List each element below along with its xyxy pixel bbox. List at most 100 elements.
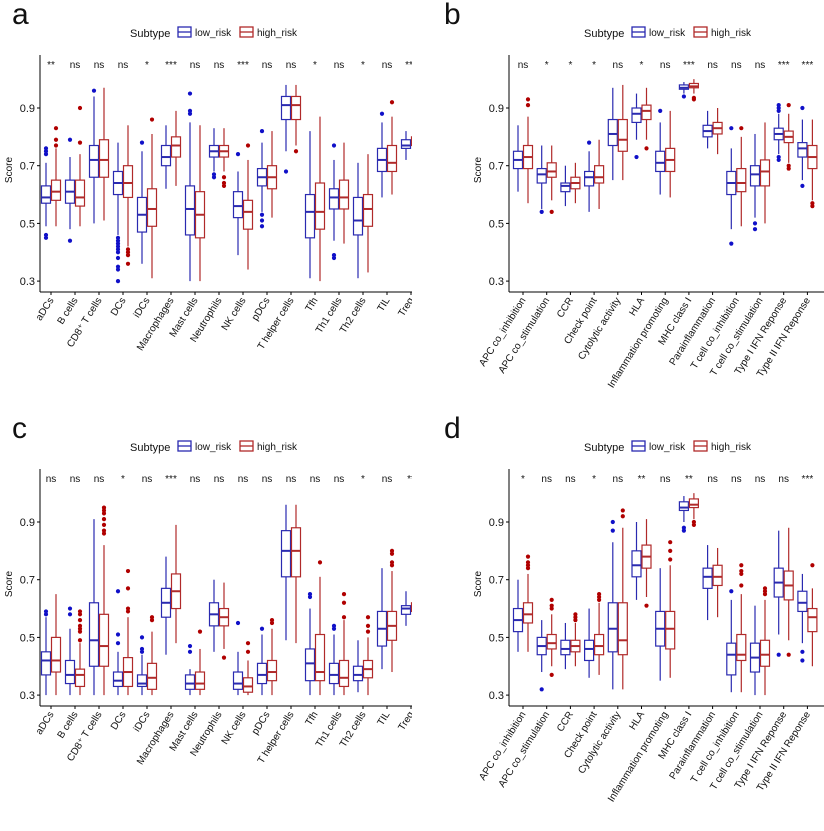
significance-label: ns bbox=[707, 474, 718, 485]
box-iqr bbox=[641, 104, 652, 121]
outlier-point bbox=[691, 519, 696, 525]
panel-label: a bbox=[12, 0, 29, 31]
outlier-point bbox=[77, 623, 83, 628]
outlier-point bbox=[681, 528, 686, 533]
box-low_risk bbox=[584, 608, 595, 678]
outlier-point bbox=[139, 140, 145, 145]
box-low_risk bbox=[749, 605, 761, 696]
outlier-point bbox=[43, 609, 49, 614]
box-low_risk bbox=[160, 125, 172, 189]
box-low_risk bbox=[208, 128, 220, 180]
outlier-point bbox=[597, 592, 602, 597]
y-axis-label: Score bbox=[4, 157, 15, 184]
box-iqr bbox=[712, 564, 723, 587]
outlier-point bbox=[43, 149, 49, 154]
boxplot-d: d Subtype low_risk high_risk 0.3 0.5 0.7 0.9 Sco… bbox=[444, 412, 824, 804]
outlier-point bbox=[259, 224, 265, 229]
box-low_risk bbox=[536, 145, 547, 214]
outlier-point bbox=[691, 97, 696, 102]
y-tick-label: 0.7 bbox=[20, 161, 35, 173]
outlier-point bbox=[101, 531, 107, 536]
box-low_risk bbox=[512, 579, 524, 652]
box-iqr bbox=[290, 95, 302, 121]
outlier-point bbox=[187, 91, 193, 96]
box-iqr bbox=[726, 642, 737, 676]
box-low_risk bbox=[584, 140, 595, 212]
x-tick-label: Treg bbox=[397, 296, 412, 319]
x-tick-label: B cells bbox=[56, 296, 81, 327]
y-tick-label: 0.9 bbox=[489, 517, 504, 529]
box-high_risk bbox=[594, 139, 605, 209]
box-low_risk bbox=[631, 522, 642, 600]
box-iqr bbox=[759, 639, 771, 667]
box-iqr bbox=[338, 179, 350, 210]
box-high_risk bbox=[362, 154, 374, 273]
outlier-point bbox=[776, 108, 781, 113]
box-iqr bbox=[314, 633, 326, 682]
outlier-point bbox=[101, 528, 107, 533]
box-iqr bbox=[607, 118, 618, 147]
significance-label: *** bbox=[165, 474, 177, 485]
legend-title: Subtype bbox=[130, 28, 170, 40]
outlier-point bbox=[77, 629, 83, 634]
y-tick-label: 0.5 bbox=[20, 632, 35, 644]
outlier-point bbox=[67, 606, 73, 611]
x-tick-label: NK cells bbox=[220, 710, 249, 747]
outlier-point bbox=[67, 238, 73, 243]
significance-label: * bbox=[545, 60, 549, 71]
significance-label: ** bbox=[685, 474, 693, 485]
legend-key-high_risk bbox=[239, 26, 254, 38]
outlier-point bbox=[786, 163, 791, 168]
x-tick-label: B cells bbox=[56, 710, 81, 741]
box-high_risk bbox=[290, 84, 302, 154]
outlier-point bbox=[729, 241, 734, 246]
outlier-point bbox=[668, 548, 673, 553]
outlier-point bbox=[187, 111, 193, 116]
box-low_risk bbox=[607, 87, 618, 181]
significance-label: ns bbox=[755, 60, 766, 71]
outlier-point bbox=[644, 603, 649, 608]
outlier-point bbox=[620, 514, 625, 519]
significance-label: ns bbox=[660, 60, 671, 71]
outlier-point bbox=[77, 140, 83, 145]
outlier-point bbox=[752, 221, 758, 226]
box-iqr bbox=[88, 144, 100, 178]
y-tick-label: 0.3 bbox=[20, 276, 35, 288]
y-tick-label: 0.5 bbox=[20, 218, 35, 230]
x-tick-label: aDCs bbox=[34, 710, 57, 737]
box-low_risk bbox=[136, 635, 148, 696]
significance-label: * bbox=[568, 60, 572, 71]
box-iqr bbox=[40, 185, 52, 204]
box-low_risk bbox=[376, 111, 388, 198]
box-iqr bbox=[280, 95, 292, 121]
outlier-point bbox=[115, 255, 121, 261]
outlier-point bbox=[365, 615, 371, 620]
y-axis-label: Score bbox=[4, 571, 15, 598]
box-iqr bbox=[797, 142, 808, 158]
significance-label: *** bbox=[802, 474, 814, 485]
box-iqr bbox=[400, 605, 412, 615]
box-high_risk bbox=[74, 609, 86, 696]
outlier-point bbox=[115, 244, 121, 249]
outlier-point bbox=[115, 247, 121, 252]
box-iqr bbox=[184, 185, 196, 236]
legend-label: high_risk bbox=[711, 28, 752, 39]
outlier-point bbox=[77, 626, 83, 631]
box-iqr bbox=[736, 167, 747, 193]
box-high_risk bbox=[546, 145, 557, 214]
box-high_risk bbox=[50, 126, 62, 227]
box-iqr bbox=[631, 107, 642, 124]
outlier-point bbox=[365, 623, 371, 628]
significance-label: ns bbox=[286, 60, 297, 71]
box-iqr bbox=[98, 139, 110, 178]
box-iqr bbox=[655, 150, 666, 173]
significance-label: * bbox=[313, 60, 317, 71]
box-iqr bbox=[688, 498, 699, 509]
box-low_risk bbox=[702, 110, 713, 149]
box-high_risk bbox=[759, 586, 771, 696]
box-high_risk bbox=[759, 122, 771, 224]
box-iqr bbox=[584, 639, 595, 662]
box-iqr bbox=[136, 674, 148, 688]
y-tick-label: 0.3 bbox=[20, 690, 35, 702]
outlier-point bbox=[125, 247, 131, 252]
